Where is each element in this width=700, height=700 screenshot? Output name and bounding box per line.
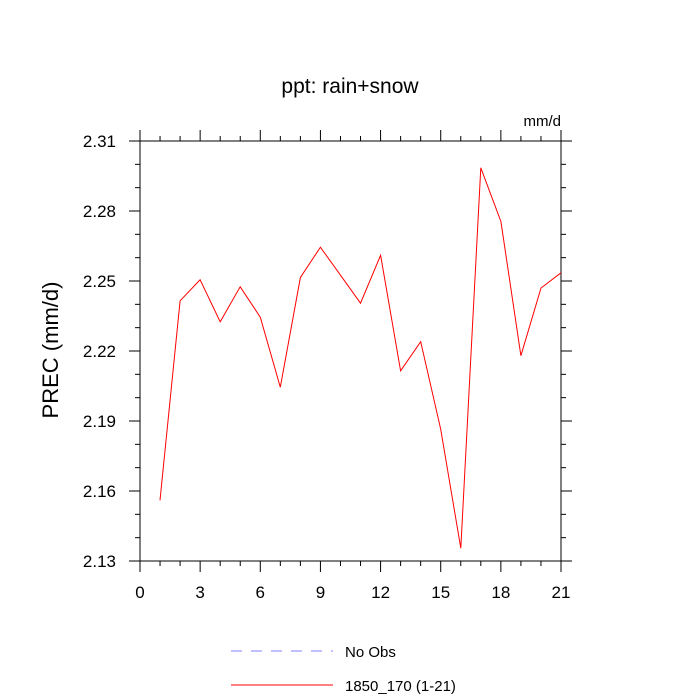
legend-label-series: 1850_170 (1-21) — [345, 678, 456, 695]
x-tick-label: 3 — [195, 583, 204, 602]
y-tick-label: 2.22 — [83, 342, 116, 361]
y-tick-label: 2.25 — [83, 272, 116, 291]
y-tick-label: 2.28 — [83, 202, 116, 221]
x-tick-label: 12 — [371, 583, 390, 602]
y-axis-label: PREC (mm/d) — [38, 282, 63, 419]
y-tick-label: 2.16 — [83, 482, 116, 501]
x-tick-label: 6 — [256, 583, 265, 602]
x-tick-label: 9 — [316, 583, 325, 602]
y-tick-label: 2.13 — [83, 552, 116, 571]
x-tick-label: 0 — [135, 583, 144, 602]
legend: No Obs 1850_170 (1-21) — [231, 644, 456, 695]
x-tick-label: 18 — [491, 583, 510, 602]
y-tick-label: 2.19 — [83, 412, 116, 431]
plot-frame — [139, 140, 562, 562]
y-tick-label: 2.31 — [83, 132, 116, 151]
x-tick-label: 21 — [552, 583, 571, 602]
chart-title: ppt: rain+snow — [281, 75, 419, 98]
x-tick-label: 15 — [431, 583, 450, 602]
series-line — [159, 167, 562, 549]
legend-label-no-obs: No Obs — [345, 644, 396, 661]
units-label: mm/d — [524, 113, 562, 130]
plot-area: 0 3 6 9 12 15 18 21 2.13 2.16 2.19 2.22 2.25 2.28 2.31 — [83, 130, 572, 602]
